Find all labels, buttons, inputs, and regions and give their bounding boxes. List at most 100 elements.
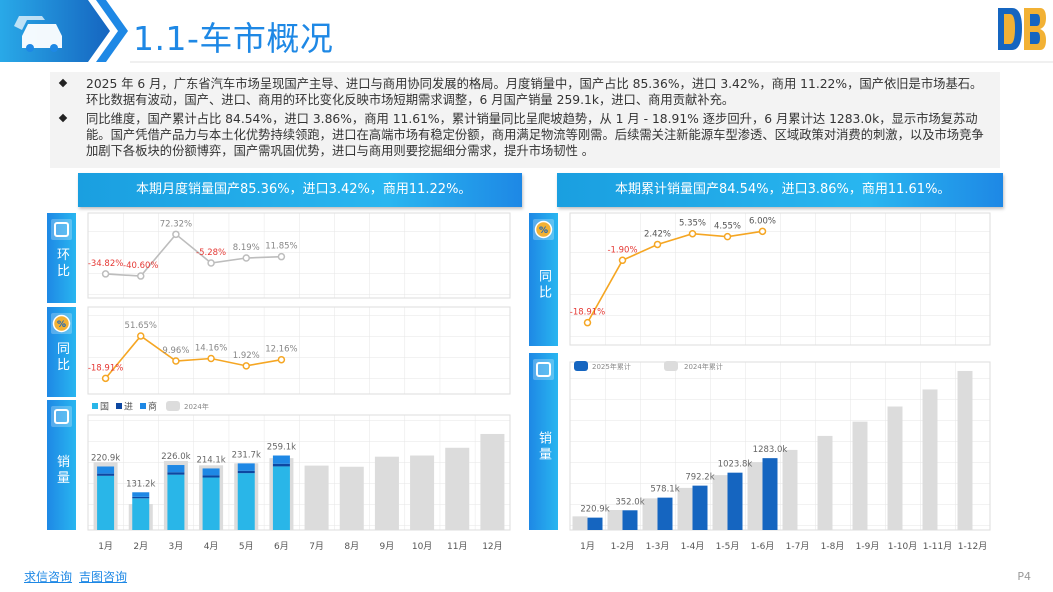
x-tick-label: 1-7月 [786,541,810,552]
legend-label: 进 [124,402,133,413]
point [207,354,215,363]
point [101,374,110,383]
plot-frame [569,361,991,531]
x-tick-label: 7月 [309,541,324,552]
bar-comparison [572,516,588,530]
point [758,227,767,236]
plot-frame [87,306,511,395]
bar [202,468,220,476]
footer-link[interactable]: 求信咨询 [24,570,73,584]
line [586,230,763,324]
bar-comparison [304,465,329,530]
point [137,272,145,280]
bar [587,517,603,530]
bar-comparison [817,435,833,530]
bullet: 同比维度，国产累计占比 84.54%，进口 3.86%，商用 11.61%，累计… [86,111,990,159]
bar [132,492,150,497]
point [207,259,215,267]
bar [622,510,638,530]
x-tick-label: 4月 [204,541,219,552]
point [653,240,662,249]
side-label: 环比 [54,248,70,280]
bar [237,473,255,530]
banner: 本期月度销量国产85.36%，进口3.42%，商用11.22%。 [78,173,522,207]
x-tick-label: 1-9月 [856,541,880,552]
x-tick-label: 1月 [580,541,595,552]
plot-frame [87,212,511,299]
footer-link[interactable]: 吉图咨询 [79,570,128,584]
bar [762,458,778,530]
x-tick-label: 8月 [344,541,359,552]
legend-swatch [166,401,180,411]
point [242,362,250,370]
value-label: 72.32% [160,219,192,229]
banner-text: 本期月度销量国产85.36%，进口3.42%，商用11.22%。 [136,182,472,197]
legend-swatch [92,403,98,409]
legend-label: 国 [100,402,109,413]
side-icon [534,220,553,239]
banner-text: 本期累计销量国产84.54%，进口3.86%，商用11.61%。 [615,182,951,197]
plot-frame [569,212,991,346]
side-icon-text: % [539,226,548,236]
value-label: -1.90% [607,245,637,255]
total-label: 220.9k [91,453,120,463]
bar [97,466,115,474]
bar-comparison [957,370,973,530]
bar [167,472,185,475]
point [688,229,697,238]
x-tick-label: 1月 [98,541,113,552]
x-tick-label: 2月 [133,541,148,552]
point [618,256,627,265]
legend-label: 商 [148,401,157,413]
bar-comparison [607,510,623,530]
logo [998,8,1046,50]
value-label: 1023.8k [718,460,753,470]
value-label: -34.82% [88,259,123,269]
x-tick-label: 11月 [447,541,467,552]
bar-comparison [339,466,364,530]
total-label: 131.2k [126,479,155,489]
bar [272,466,290,530]
bar [202,477,220,530]
bar [692,485,708,530]
x-tick-label: 1-12月 [958,541,987,552]
value-label: 578.1k [650,485,679,495]
total-label: 214.1k [196,455,225,465]
value-label: 6.00% [749,216,776,226]
value-label: 9.96% [162,346,189,356]
car-icon [14,16,62,52]
side-icon-text: % [57,320,66,330]
side-icon [536,362,551,377]
x-tick-label: 6月 [274,541,289,552]
bar-comparison [642,498,658,530]
title: 1.1-车市概况 [133,19,334,58]
value-label: 5.35% [679,219,706,229]
bar [167,474,185,530]
value-label: 11.85% [265,242,297,252]
side-panel [529,353,558,530]
banner: 本期累计销量国产84.54%，进口3.86%，商用11.61%。 [557,173,1003,207]
value-label: -18.91% [570,308,605,318]
x-tick-label: 3月 [169,541,184,552]
bar [272,455,290,464]
legend-swatch [574,361,588,371]
x-tick-label: 1-4月 [681,541,705,552]
x-tick-label: 1-8月 [821,541,845,552]
value-label: 51.65% [125,321,157,331]
bar-comparison [480,433,505,530]
side-panel [47,213,76,303]
bar [727,472,743,530]
x-tick-label: 1-2月 [611,541,635,552]
legend-label: 2024年累计 [684,362,723,371]
page-number: P4 [1017,570,1031,583]
value-label: 792.2k [685,473,714,483]
value-label: -18.91% [88,363,123,373]
bar [132,496,150,499]
bar-comparison [887,406,903,530]
x-tick-label: 1-11月 [923,541,952,552]
point [723,232,732,241]
bar [657,497,673,530]
value-label: 220.9k [580,505,609,515]
